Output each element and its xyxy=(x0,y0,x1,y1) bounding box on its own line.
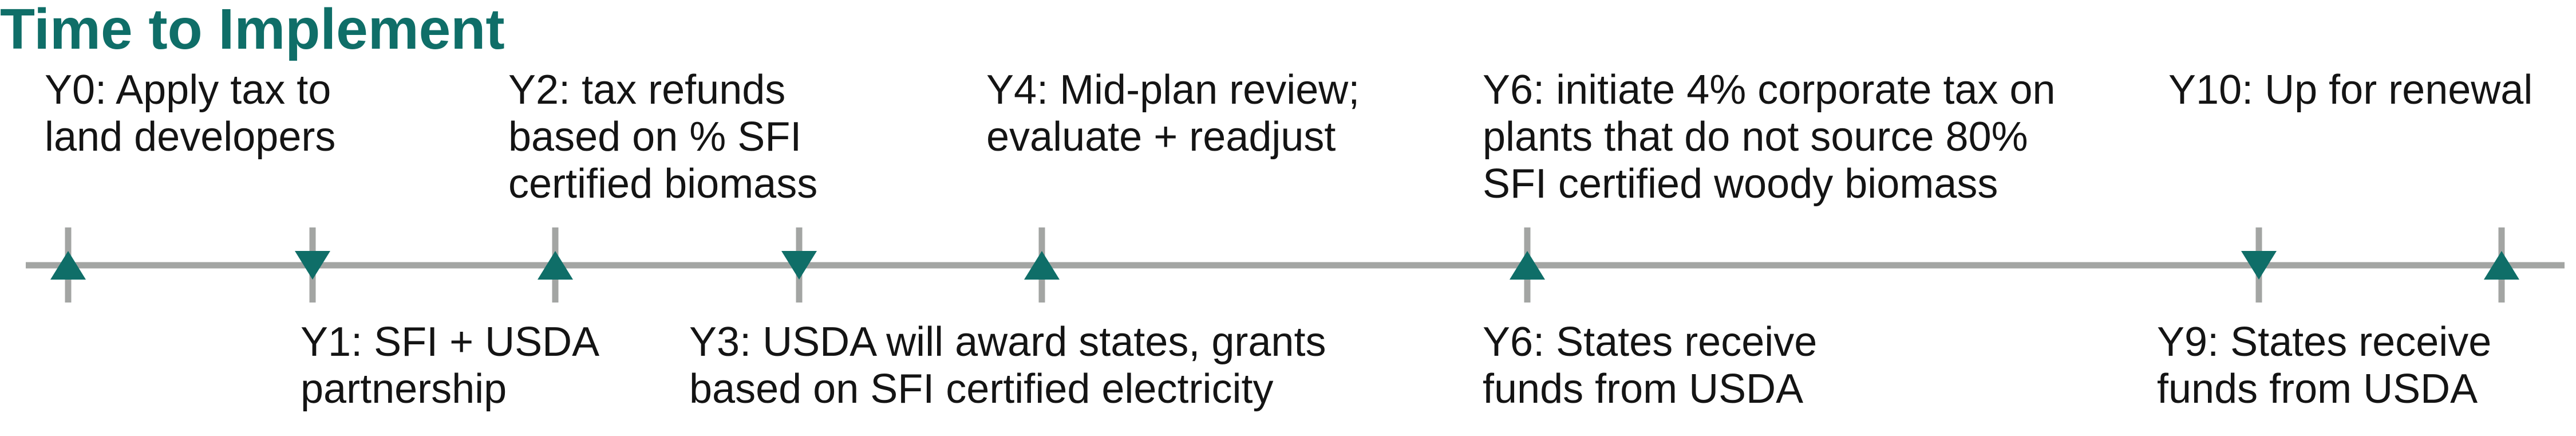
event-label-y4: Y4: Mid-plan review; evaluate + readjust xyxy=(986,67,1360,160)
event-label-y10: Y10: Up for renewal xyxy=(2168,67,2533,113)
marker-up-triangle-y0 xyxy=(50,251,86,280)
event-label-y3: Y3: USDA will award states, grants based… xyxy=(689,319,1326,412)
marker-down-triangle-y3 xyxy=(781,251,817,280)
event-label-y6-tax: Y6: initiate 4% corporate tax on plants … xyxy=(1483,67,2056,207)
event-label-y1: Y1: SFI + USDA partnership xyxy=(301,319,600,412)
page-title: Time to Implement xyxy=(0,0,505,61)
event-label-y2: Y2: tax refunds based on % SFI certified… xyxy=(508,67,818,207)
marker-down-triangle-y9 xyxy=(2241,251,2277,280)
marker-up-triangle-y10 xyxy=(2484,251,2519,280)
marker-up-triangle-y4 xyxy=(1024,251,1060,280)
event-label-y0: Y0: Apply tax to land developers xyxy=(45,67,336,160)
event-label-y6-funds: Y6: States receive funds from USDA xyxy=(1483,319,1818,412)
event-label-y9: Y9: States receive funds from USDA xyxy=(2157,319,2492,412)
marker-up-triangle-y2 xyxy=(538,251,573,280)
marker-down-triangle-y1 xyxy=(295,251,330,280)
marker-up-triangle-y6-tax xyxy=(1510,251,1545,280)
